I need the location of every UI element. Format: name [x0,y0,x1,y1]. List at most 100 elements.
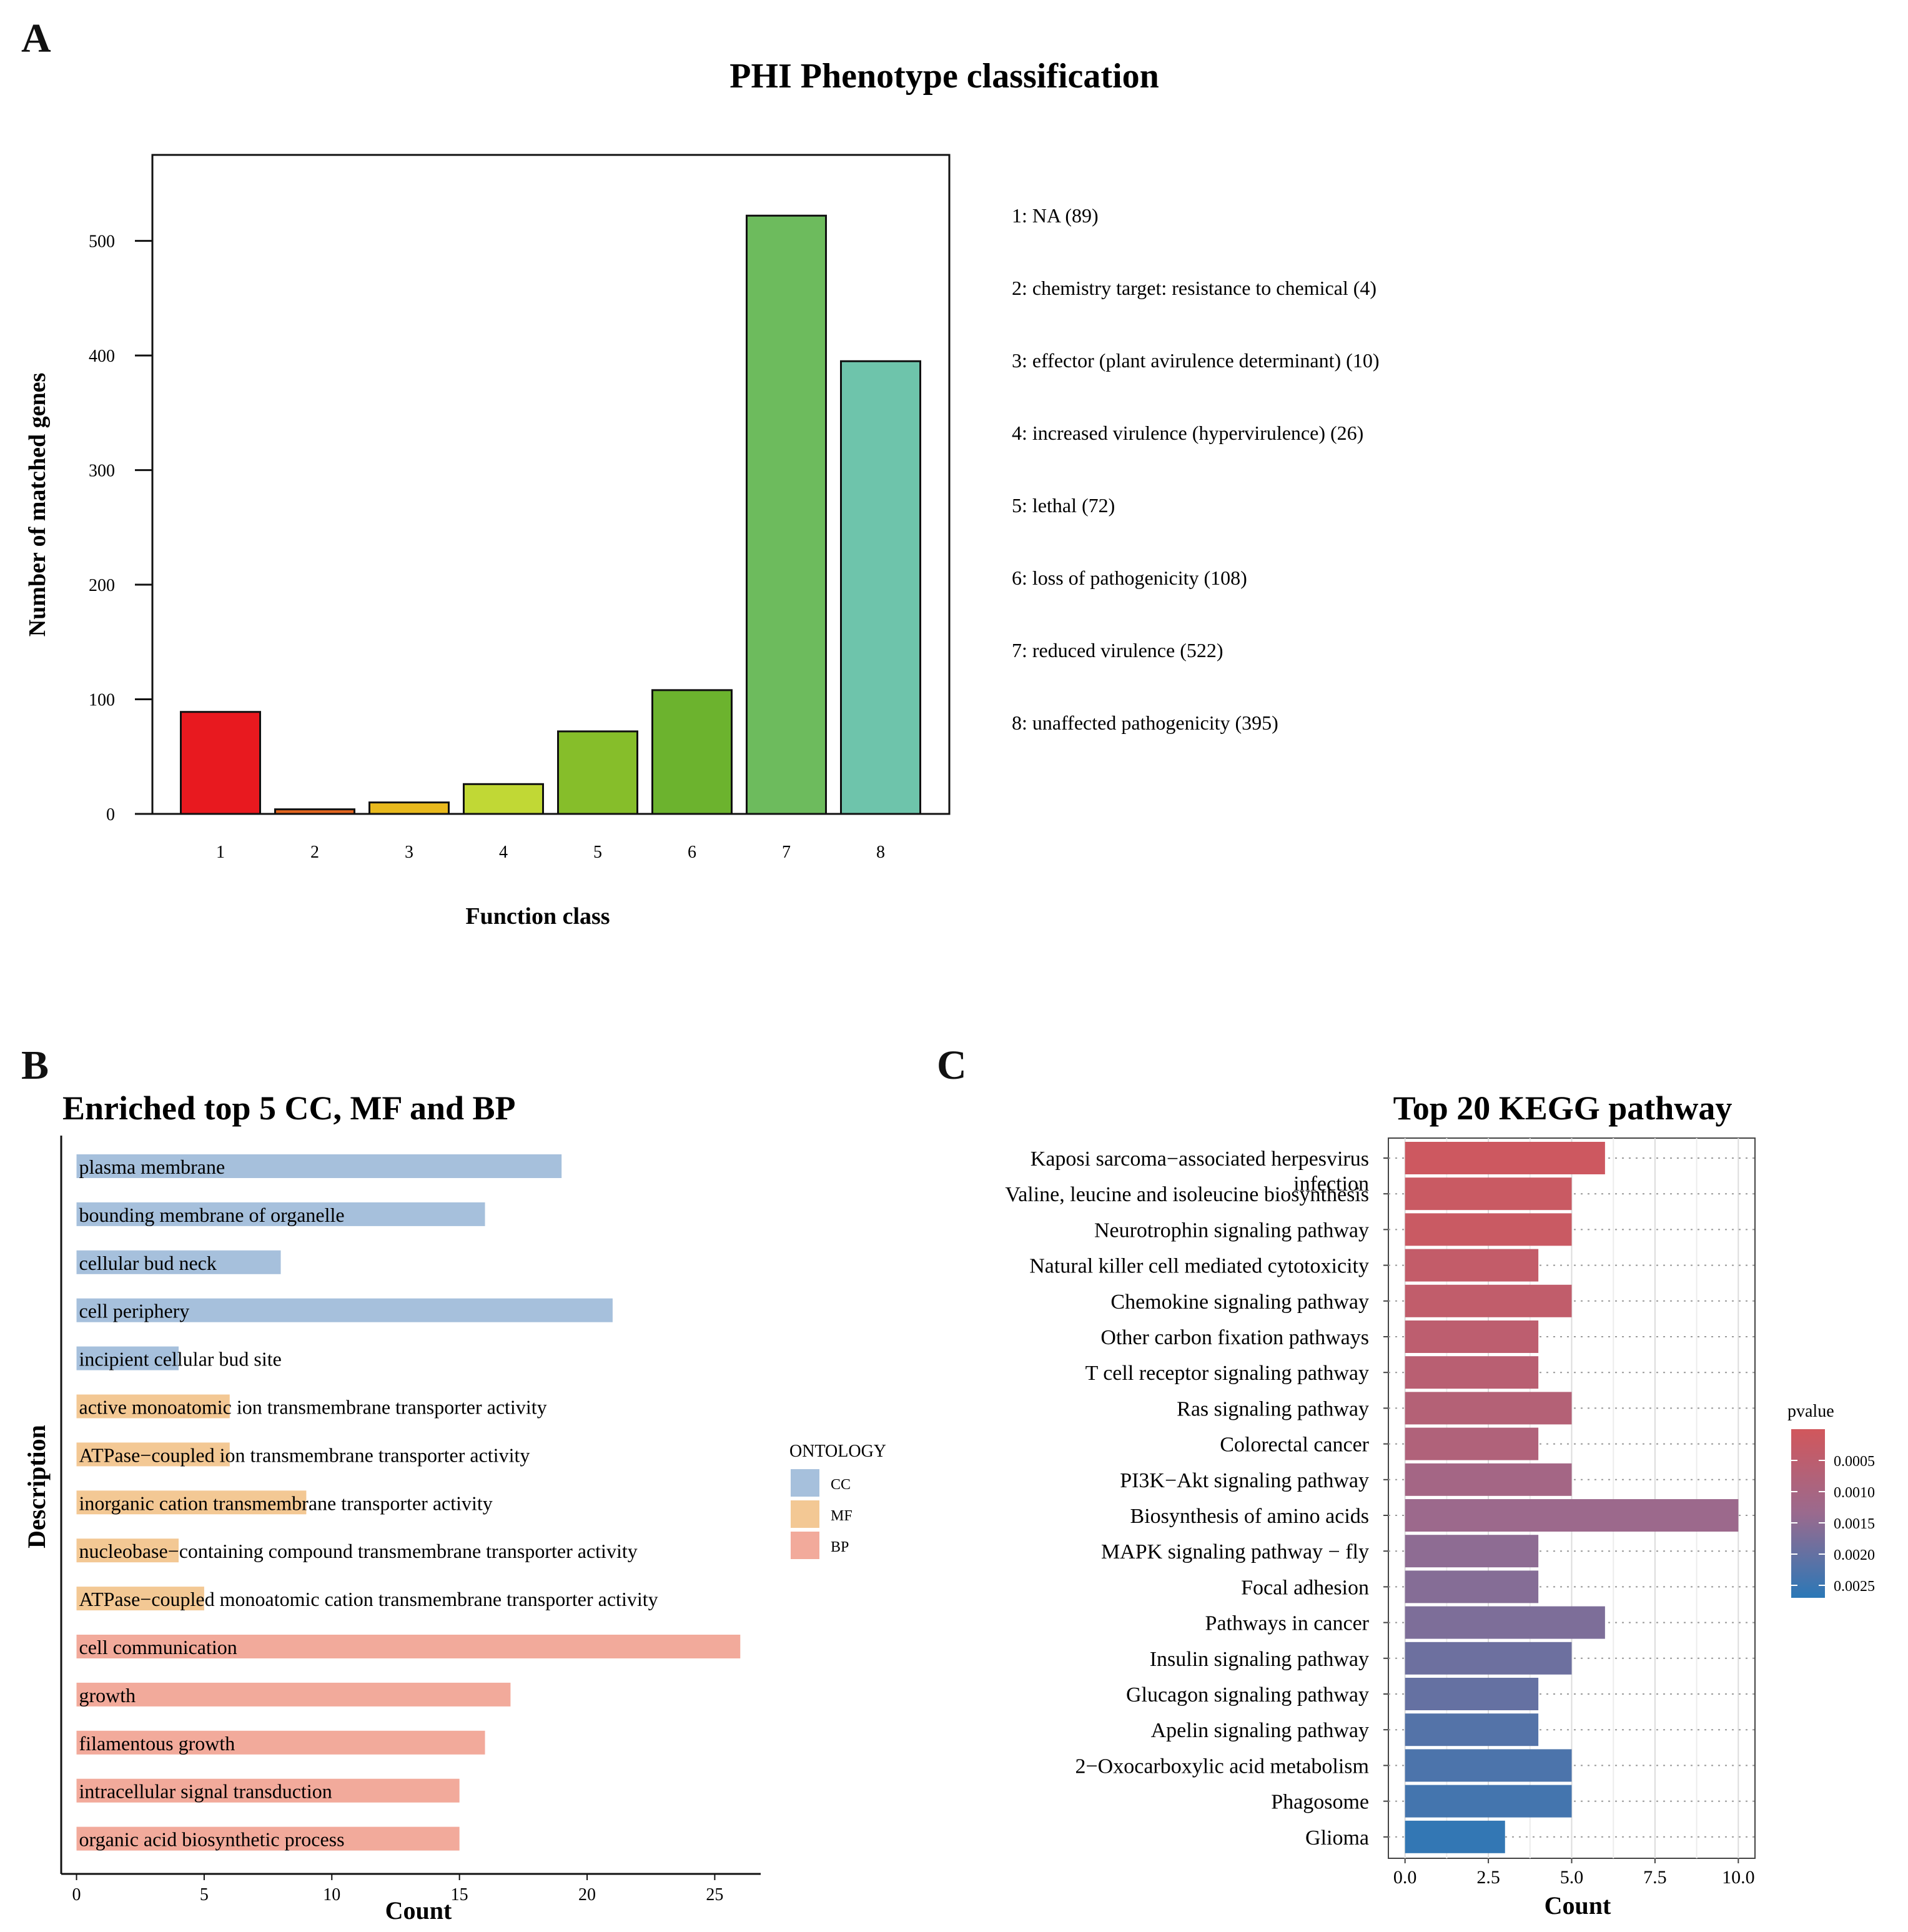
legend-label: MF [831,1508,853,1524]
pathway-label: MAPK signaling pathway − fly [1101,1540,1369,1563]
pathway-label: Biosynthesis of amino acids [1130,1505,1369,1528]
x-tick-label: 5 [593,843,602,862]
go-bar [76,1490,307,1515]
go-term-label: cellular bud neck [79,1252,217,1274]
kegg-chart: Top 20 KEGG pathway Kaposi sarcoma−associ… [1005,1089,1875,1920]
bar-class-5 [557,730,638,815]
legend-entry: 6: loss of pathogenicity (108) [1012,567,1247,589]
go-term-label: cell periphery [79,1300,190,1322]
go-term-label: incipient cellular bud site [79,1348,282,1370]
go-term-label: intracellular signal transduction [79,1780,332,1803]
kegg-bar [1405,1392,1572,1425]
pathway-label: Glioma [1305,1826,1369,1850]
kegg-bar [1405,1284,1572,1317]
bar-class-7 [746,214,827,815]
kegg-bar [1405,1749,1572,1782]
go-bar [76,1154,562,1178]
x-tick-label: 7 [782,843,791,862]
x-tick-label: 10.0 [1722,1867,1755,1888]
x-tick-label: 0.0 [1393,1867,1417,1888]
kegg-bar [1405,1642,1572,1675]
legend-swatch [791,1500,819,1528]
bar-class-8 [840,360,921,815]
go-bar [76,1394,230,1419]
kegg-bar [1405,1678,1539,1710]
y-tick-label: 100 [89,691,115,710]
bar-class-6 [651,689,733,815]
go-bar [76,1587,204,1611]
chart-title: PHI Phenotype classification [729,57,1159,96]
kegg-bar [1405,1785,1572,1818]
pathway-label: 2−Oxocarboxylic acid metabolism [1075,1755,1370,1778]
legend-entry: 4: increased virulence (hypervirulence) … [1012,422,1363,444]
pathway-label: infection [1293,1172,1369,1196]
x-tick-label: 2.5 [1476,1867,1500,1888]
pathway-label: Phagosome [1271,1791,1369,1814]
go-bar [76,1730,485,1755]
go-bar [76,1250,281,1274]
go-bar [76,1538,179,1563]
go-chart: Enriched top 5 CC, MF and BP plasma membr… [22,1089,886,1925]
x-tick-label: 5 [200,1885,209,1905]
colorbar-tick-label: 0.0005 [1834,1454,1875,1470]
x-axis-label: Count [385,1896,452,1925]
legend-label: CC [831,1477,851,1493]
kegg-bar [1405,1713,1539,1746]
kegg-bar [1405,1320,1539,1353]
kegg-bar [1405,1356,1539,1389]
kegg-bar [1405,1177,1572,1211]
go-term-label: ATPase−coupled monoatomic cation transme… [79,1588,658,1610]
go-term-label: plasma membrane [79,1156,225,1178]
phi-chart: PHI Phenotype classification 0 100 200 300 40… [24,57,1379,929]
go-term-label: ATPase−coupled ion transmembrane transpo… [79,1444,530,1466]
colorbar [1791,1429,1825,1598]
legend-swatch [791,1532,819,1559]
kegg-bar [1405,1213,1572,1246]
colorbar-tick-label: 0.0015 [1834,1516,1875,1532]
panel-label-b: B [21,1043,49,1088]
kegg-bar [1405,1463,1572,1496]
kegg-bar [1405,1142,1605,1174]
go-bar [76,1298,613,1322]
y-tick-label: 500 [89,232,115,252]
colorbar-tick-label: 0.0010 [1834,1485,1875,1501]
x-tick-label: 3 [405,843,413,862]
legend-swatch [791,1469,819,1497]
go-term-label: growth [79,1684,136,1707]
pathway-label: Natural killer cell mediated cytotoxicit… [1029,1255,1369,1278]
x-tick-label: 1 [216,843,225,862]
bar-class-4 [463,783,544,815]
go-term-label: bounding membrane of organelle [79,1204,345,1226]
x-axis-label: Count [1545,1891,1611,1920]
go-bar [76,1635,741,1658]
go-term-label: nucleobase−containing compound transmemb… [79,1540,638,1562]
colorbar-tick-label: 0.0020 [1834,1547,1875,1563]
go-bar [76,1346,179,1370]
y-tick-label: 300 [89,462,115,481]
pathway-label: Pathways in cancer [1205,1612,1370,1635]
x-axis-label: Function class [465,903,610,929]
legend-title: ONTOLOGY [789,1442,886,1461]
x-tick-label: 8 [876,843,885,862]
go-bar [76,1202,485,1226]
x-tick-label: 6 [688,843,696,862]
pathway-label: Valine, leucine and isoleucine biosynthe… [1005,1183,1369,1206]
bar-class-1 [180,711,261,815]
go-bar [76,1778,460,1803]
go-bar [76,1682,511,1707]
y-axis-label: Description [22,1425,51,1548]
y-tick-label: 0 [106,805,115,825]
legend-entry: 8: unaffected pathogenicity (395) [1012,711,1278,734]
panel-label-c: C [937,1043,967,1088]
pathway-label: Glucagon signaling pathway [1126,1683,1369,1707]
x-tick-label: 7.5 [1643,1867,1667,1888]
pathway-label: PI3K−Akt signaling pathway [1120,1469,1369,1492]
kegg-bar [1405,1249,1539,1282]
kegg-bar [1405,1499,1739,1532]
pathway-label: T cell receptor signaling pathway [1085,1362,1369,1385]
x-tick-label: 15 [451,1885,468,1905]
y-axis-label: Number of matched genes [24,373,51,637]
colorbar-tick-label: 0.0025 [1834,1578,1875,1595]
go-term-label: active monoatomic ion transmembrane tran… [79,1396,547,1419]
